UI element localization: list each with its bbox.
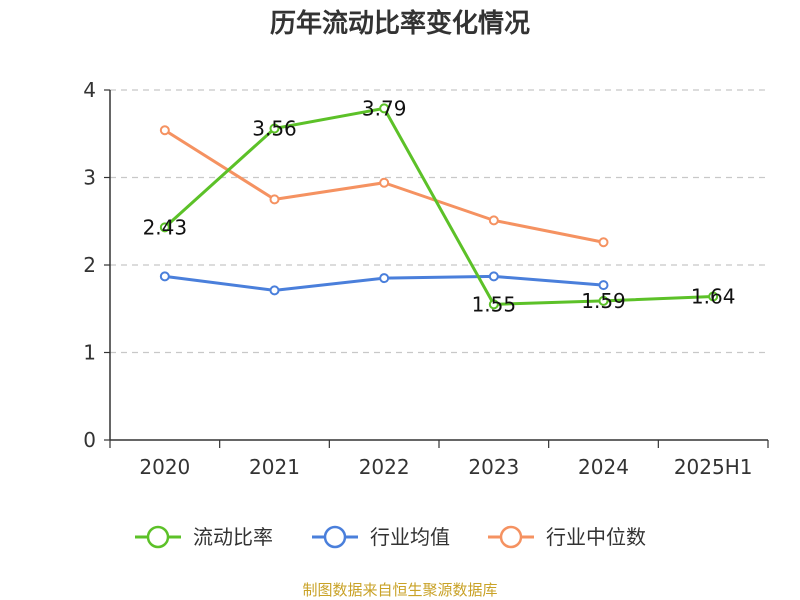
data-point	[269, 123, 280, 134]
legend-label: 行业中位数	[546, 525, 646, 549]
data-label: 2.43	[143, 215, 188, 239]
axes: 0 1 2 3 4 2020 2021 2022 2023 2024 2025H1	[83, 78, 769, 479]
data-label: 3.79	[362, 96, 407, 120]
x-tick-label: 2024	[578, 455, 629, 479]
data-point	[488, 271, 499, 282]
data-point	[598, 295, 609, 306]
legend-label: 行业均值	[370, 525, 450, 549]
x-tick-label: 2025H1	[674, 455, 753, 479]
series-lines	[159, 103, 719, 310]
grid-lines	[110, 89, 768, 354]
x-tick-label: 2020	[139, 455, 190, 479]
data-point	[379, 273, 390, 284]
data-point	[269, 285, 280, 296]
y-tick-label: 2	[83, 253, 96, 277]
legend: 流动比率 行业均值 行业中位数	[135, 525, 646, 549]
legend-marker	[146, 525, 170, 549]
data-label: 1.55	[472, 292, 517, 316]
data-point	[379, 103, 390, 114]
legend-marker	[323, 525, 347, 549]
data-point	[159, 125, 170, 136]
data-point	[379, 177, 390, 188]
series-line-0	[163, 106, 714, 306]
x-tick-label: 2022	[359, 455, 410, 479]
legend-marker	[499, 525, 523, 549]
data-point	[159, 271, 170, 282]
data-label: 1.59	[581, 289, 626, 313]
chart-title: 历年流动比率变化情况	[270, 8, 530, 39]
data-label: 3.56	[252, 117, 297, 141]
y-tick-label: 4	[83, 78, 96, 102]
x-tick-label: 2023	[468, 455, 519, 479]
y-tick-label: 3	[83, 166, 96, 190]
data-point	[269, 194, 280, 205]
y-tick-label: 1	[83, 341, 96, 365]
data-point	[598, 237, 609, 248]
y-tick-label: 0	[83, 428, 96, 452]
data-point	[488, 215, 499, 226]
data-label: 1.64	[691, 285, 736, 309]
data-labels: 2.43 3.56 3.79 1.55 1.59 1.64	[143, 96, 736, 316]
source-note: 制图数据来自恒生聚源数据库	[302, 581, 497, 599]
data-point	[598, 280, 609, 291]
data-point	[159, 222, 170, 233]
data-point	[488, 299, 499, 310]
legend-label: 流动比率	[193, 525, 273, 549]
data-point	[708, 291, 719, 302]
x-tick-label: 2021	[249, 455, 300, 479]
